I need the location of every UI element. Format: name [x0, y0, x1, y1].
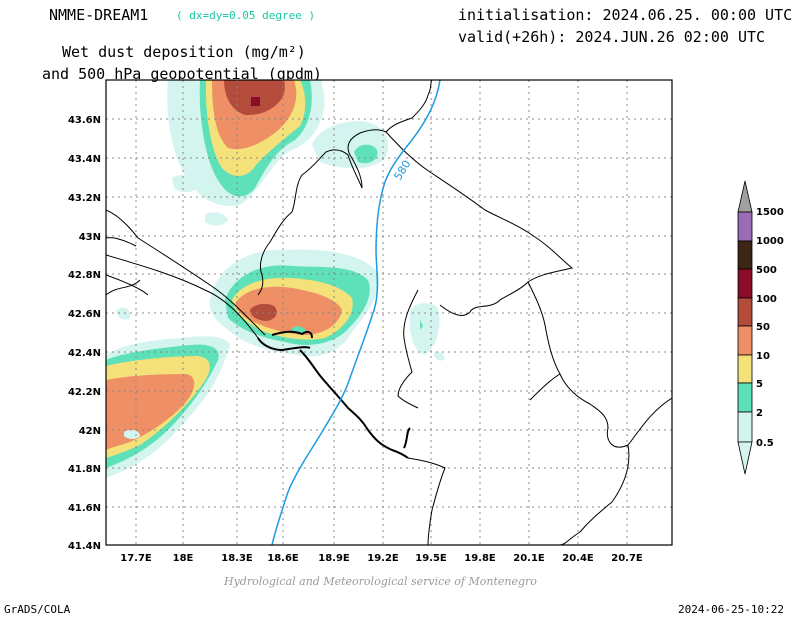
legend-label: 50: [756, 322, 770, 333]
legend-swatch: [737, 382, 753, 413]
lat-tick-label: 41.6N: [68, 503, 101, 514]
lon-tick-label: 18.6E: [267, 553, 299, 564]
legend-swatch: [737, 411, 753, 443]
software-credit: GrADS/COLA: [4, 603, 71, 616]
lat-tick-label: 43N: [79, 232, 101, 243]
lon-tick-label: 17.7E: [120, 553, 152, 564]
map-grid: [106, 80, 672, 545]
legend-label: 1500: [756, 207, 784, 218]
lat-tick-label: 42.4N: [68, 348, 101, 359]
lat-tick-label: 41.8N: [68, 464, 101, 475]
dust-area-north: [167, 80, 325, 206]
lon-tick-label: 18.9E: [318, 553, 350, 564]
dust-area-southwest: [106, 336, 230, 478]
legend-label: 0.5: [756, 438, 774, 449]
map-frame: [105, 79, 673, 546]
legend-label: 100: [756, 294, 777, 305]
lat-tick-label: 43.2N: [68, 193, 101, 204]
agency-credit: Hydrological and Meteorological service …: [224, 575, 537, 588]
lat-tick-label: 41.4N: [68, 541, 101, 552]
model-title: NMME-DREAM1: [49, 6, 149, 24]
dust-area-central: [209, 249, 380, 357]
legend-swatch: [737, 268, 753, 299]
geopotential-contour-580: [271, 80, 441, 545]
legend-arrow-bottom: [737, 441, 753, 475]
legend-labels: 1500 1000 500 100 50 10 5 2 0.5: [756, 207, 784, 449]
lon-tick-label: 19.5E: [415, 553, 447, 564]
initialisation-time: initialisation: 2024.06.25. 00:00 UTC: [458, 6, 793, 24]
legend-label: 2: [756, 408, 763, 419]
borders-coastlines: [106, 80, 672, 545]
lat-tick-label: 42.6N: [68, 309, 101, 320]
latitude-ticks: 43.6N 43.4N 43.2N 43N 42.8N 42.6N 42.4N …: [68, 115, 101, 552]
variable-title-line1: Wet dust deposition (mg/m²): [62, 43, 306, 61]
lon-tick-label: 20.7E: [611, 553, 643, 564]
dust-deposition-field: [106, 80, 445, 478]
contour-label-background: [388, 155, 416, 185]
lon-tick-label: 19.2E: [367, 553, 399, 564]
legend-label: 10: [756, 351, 770, 362]
lat-tick-label: 43.4N: [68, 154, 101, 165]
lon-tick-label: 19.8E: [464, 553, 496, 564]
legend-colorbar: [737, 180, 753, 475]
variable-title-line2: and 500 hPa geopotential (gpdm): [42, 65, 322, 83]
legend-arrow-top: [737, 180, 753, 213]
lat-tick-label: 42.8N: [68, 270, 101, 281]
lon-tick-label: 18E: [173, 553, 194, 564]
lon-tick-label: 18.3E: [221, 553, 253, 564]
lat-tick-label: 42N: [79, 426, 101, 437]
legend-swatch: [737, 354, 753, 384]
legend-swatch: [737, 297, 753, 327]
lon-tick-label: 20.1E: [513, 553, 545, 564]
legend-swatch: [737, 240, 753, 270]
generation-timestamp: 2024-06-25-10:22: [678, 603, 784, 616]
resolution-note: ( dx=dy=0.05 degree ): [176, 9, 316, 22]
valid-time: valid(+26h): 2024.JUN.26 02:00 UTC: [458, 28, 766, 46]
legend-swatch: [737, 325, 753, 356]
legend-label: 1000: [756, 236, 784, 247]
longitude-ticks: 17.7E 18E 18.3E 18.6E 18.9E 19.2E 19.5E …: [120, 553, 643, 564]
lat-tick-label: 42.2N: [68, 387, 101, 398]
legend-label: 5: [756, 379, 763, 390]
lon-tick-label: 20.4E: [562, 553, 594, 564]
legend-swatch: [737, 211, 753, 242]
lat-tick-label: 43.6N: [68, 115, 101, 126]
legend-label: 500: [756, 265, 777, 276]
